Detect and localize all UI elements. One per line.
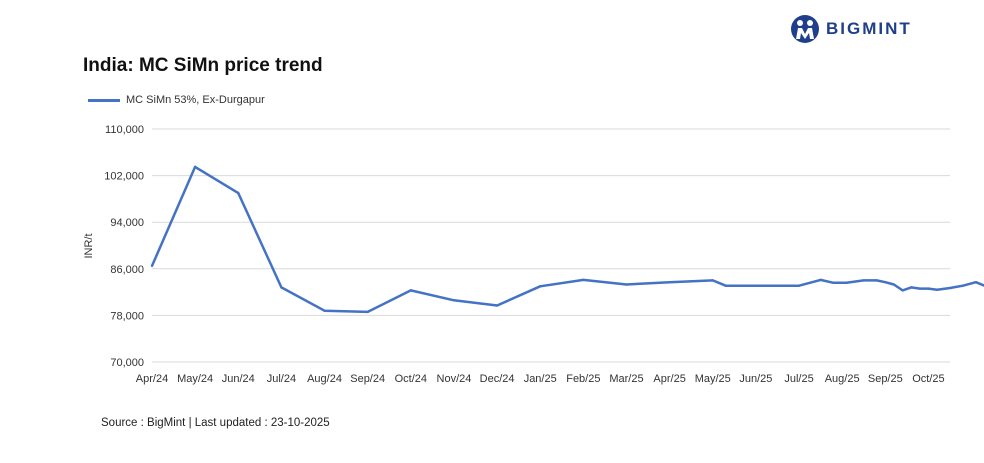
x-tick-label: Oct/25: [912, 373, 944, 385]
y-tick-label: 86,000: [110, 264, 144, 276]
data-point: [862, 279, 865, 282]
data-point: [452, 299, 456, 302]
data-point: [927, 287, 930, 290]
data-point: [901, 289, 904, 292]
x-tick-label: May/25: [695, 373, 731, 385]
source-note: Source : BigMint | Last updated : 23-10-…: [101, 417, 330, 429]
y-tick-label: 70,000: [110, 357, 144, 369]
y-tick-label: 94,000: [110, 217, 144, 229]
data-point: [668, 280, 671, 284]
data-point: [409, 289, 413, 292]
x-tick-label: Dec/24: [480, 373, 515, 385]
data-point: [711, 279, 714, 282]
data-point: [935, 288, 939, 291]
data-point: [909, 286, 913, 289]
data-point: [323, 309, 326, 312]
data-point: [892, 283, 896, 286]
chart-legend: MC SiMn 53%, Ex-Durgapur: [88, 94, 265, 106]
x-tick-label: Sep/24: [350, 373, 385, 385]
bigmint-logo-icon: [791, 15, 819, 43]
x-tick-label: Mar/25: [609, 373, 643, 385]
data-point: [832, 281, 835, 284]
y-tick-label: 102,000: [104, 171, 144, 183]
y-tick-label: 78,000: [110, 310, 144, 322]
x-tick-label: Jun/24: [222, 373, 255, 385]
data-point: [625, 283, 628, 286]
x-tick-label: Jul/25: [784, 373, 813, 385]
data-point: [193, 165, 197, 169]
data-point: [539, 285, 542, 288]
data-point: [918, 287, 922, 290]
legend-swatch: [88, 98, 120, 102]
brand-name: BIGMINT: [826, 19, 912, 38]
data-point: [884, 280, 887, 284]
x-tick-label: Jan/25: [524, 373, 557, 385]
bigmint-logo: BIGMINT: [790, 14, 912, 44]
data-point: [875, 279, 878, 282]
grid-lines: [152, 128, 950, 363]
legend-label: MC SiMn 53%, Ex-Durgapur: [126, 94, 265, 106]
x-tick-label: Aug/24: [307, 373, 342, 385]
data-point: [150, 264, 154, 268]
data-point: [754, 284, 758, 287]
x-tick-label: Apr/24: [136, 373, 168, 385]
x-tick-label: Apr/25: [653, 373, 685, 385]
x-axis-ticks: Apr/24 May/24 Jun/24 Jul/24 Aug/24 Sep/24 Oct/…: [136, 373, 945, 385]
x-tick-label: May/24: [177, 373, 213, 385]
data-point: [961, 284, 965, 287]
y-axis-label: INR/t: [83, 233, 95, 258]
data-point: [948, 286, 952, 290]
y-tick-label: 110,000: [105, 124, 144, 136]
y-axis-ticks: 70,000 78,000 86,000 94,000 102,000 110,000: [104, 124, 144, 369]
data-point: [366, 310, 369, 314]
chart-title: India: MC SiMn price trend: [83, 55, 323, 76]
series-line: [150, 165, 984, 314]
x-tick-label: Jun/25: [739, 373, 772, 385]
x-tick-label: Aug/25: [825, 373, 860, 385]
data-point: [819, 278, 822, 282]
data-point: [280, 286, 283, 289]
x-tick-label: Feb/25: [566, 373, 600, 385]
x-tick-label: Sep/25: [868, 373, 903, 385]
series-layer: [150, 165, 984, 314]
data-point: [974, 280, 978, 284]
x-tick-label: Oct/24: [395, 373, 427, 385]
x-tick-label: Jul/24: [267, 373, 296, 385]
data-point: [797, 284, 801, 287]
data-point: [582, 278, 585, 282]
data-point: [845, 281, 848, 284]
x-tick-label: Nov/24: [437, 373, 472, 385]
data-point: [237, 191, 240, 195]
data-point: [724, 284, 727, 287]
data-point: [495, 304, 499, 307]
